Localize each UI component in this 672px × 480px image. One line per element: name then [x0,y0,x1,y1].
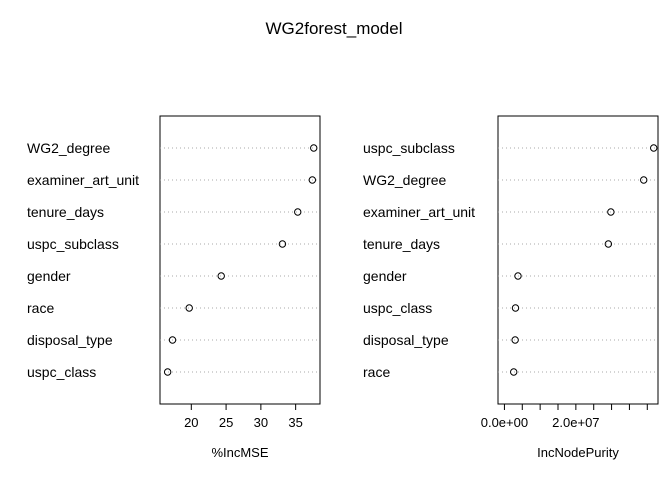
category-label: race [363,364,390,380]
data-point [510,368,518,376]
category-label: WG2_degree [27,140,110,156]
data-point [185,304,193,312]
category-label: uspc_class [27,364,96,380]
plot-frame [159,115,321,405]
category-label: disposal_type [363,332,449,348]
plot-frame [497,115,659,405]
data-point [308,176,317,184]
category-label: race [27,300,54,316]
data-point [163,368,172,376]
x-tick-label: 25 [219,415,233,430]
category-label: uspc_class [363,300,432,316]
x-tick-label: 30 [254,415,268,430]
category-label: uspc_subclass [363,140,455,156]
data-point [217,272,225,280]
x-tick-label: 0.0e+00 [481,415,528,430]
category-label: gender [363,268,407,284]
data-point [640,176,648,184]
data-point [650,144,658,152]
category-label: WG2_degree [363,172,446,188]
x-axis-label: %IncMSE [211,445,268,460]
data-point [294,208,302,216]
data-point [607,208,615,216]
category-label: disposal_type [27,332,113,348]
x-axis-label: IncNodePurity [537,445,619,460]
x-tick-label: 2.0e+07 [552,415,599,430]
category-label: examiner_art_unit [27,172,139,188]
data-point [168,336,177,344]
data-point [514,272,522,280]
data-point [310,144,318,152]
data-point [511,336,519,344]
data-point [604,240,613,248]
panel-incnodepurity: uspc_subclass WG2_degree examiner_art_unit… [363,115,659,460]
chart-title: WG2forest_model [266,19,403,38]
data-point [278,240,287,248]
panel-incmse: WG2_degree examiner_art_unit tenure_daysus… [27,115,321,460]
x-tick-label: 20 [184,415,198,430]
category-label: gender [27,268,71,284]
data-point [511,304,520,312]
category-label: tenure_days [363,236,440,252]
category-label: uspc_subclass [27,236,119,252]
category-label: examiner_art_unit [363,204,475,220]
category-label: tenure_days [27,204,104,220]
x-tick-label: 35 [288,415,302,430]
